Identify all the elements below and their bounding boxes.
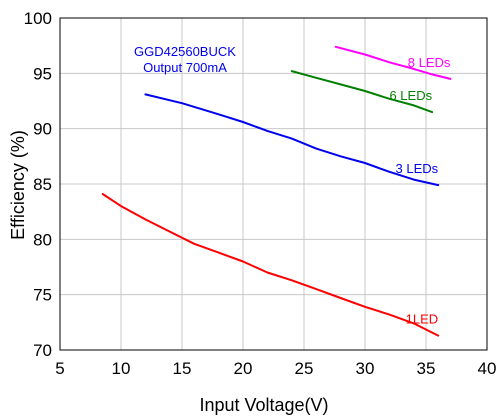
series-label-6-leds: 6 LEDs [389,88,432,103]
y-tick-label: 100 [24,9,52,28]
y-tick-label: 80 [33,230,52,249]
y-tick-label: 75 [33,286,52,305]
annotation-line-1: GGD42560BUCK [134,44,236,59]
x-tick-label: 35 [417,359,436,378]
x-tick-label: 40 [478,359,497,378]
grid [59,17,488,351]
x-tick-label: 15 [173,359,192,378]
x-tick-label: 30 [356,359,375,378]
y-tick-label: 90 [33,120,52,139]
x-tick-label: 25 [295,359,314,378]
x-axis-title: Input Voltage(V) [199,395,328,415]
series-line-3-leds [144,93,440,187]
series-label-3-leds: 3 LEDs [396,161,439,176]
y-axis-title: Efficiency (%) [8,130,28,240]
series-line-6-leds [290,70,434,114]
plot-frame [59,17,488,351]
x-tick-label: 5 [55,359,64,378]
series-line-1led [101,193,440,337]
series-labels: 8 LEDs 6 LEDs 3 LEDs 1LED [389,55,450,327]
tick-labels: 70 75 80 85 90 95 100 5 10 15 20 25 30 35 40 [24,9,497,378]
series-label-1led: 1LED [406,312,439,327]
annotation-line-2: Output 700mA [143,60,227,75]
series-lines [101,45,452,337]
x-tick-label: 20 [234,359,253,378]
x-tick-label: 10 [112,359,131,378]
series-line-8-leds [334,45,452,80]
series-label-8-leds: 8 LEDs [408,55,451,70]
y-tick-label: 70 [33,341,52,360]
y-tick-label: 85 [33,175,52,194]
y-tick-label: 95 [33,64,52,83]
